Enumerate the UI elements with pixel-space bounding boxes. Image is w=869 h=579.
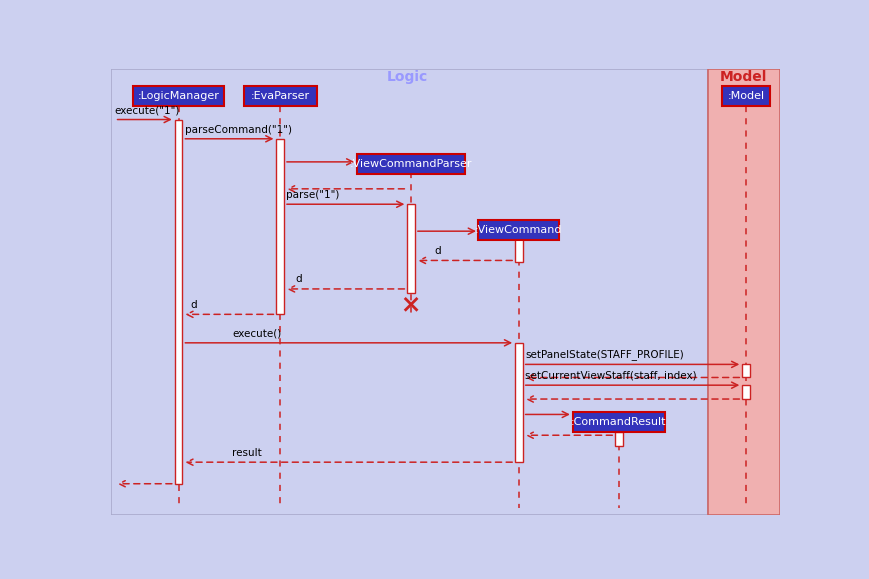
- Bar: [707, 69, 780, 515]
- Text: :CommandResult: :CommandResult: [571, 417, 667, 427]
- Text: d: d: [190, 300, 196, 310]
- Text: :LogicManager: :LogicManager: [137, 91, 220, 101]
- Bar: [742, 385, 750, 399]
- Bar: [515, 343, 523, 462]
- Bar: [276, 139, 284, 314]
- Bar: [515, 233, 523, 262]
- Text: execute(): execute(): [233, 328, 282, 338]
- Text: :ViewCommandParser: :ViewCommandParser: [350, 159, 473, 169]
- Bar: [357, 154, 465, 174]
- Text: setCurrentViewStaff(staff, index): setCurrentViewStaff(staff, index): [525, 371, 697, 380]
- Text: setPanelState(STAFF_PROFILE): setPanelState(STAFF_PROFILE): [525, 349, 684, 360]
- Text: d: d: [295, 274, 302, 284]
- Bar: [479, 221, 560, 240]
- Text: :EvaParser: :EvaParser: [250, 91, 309, 101]
- Text: execute("1"): execute("1"): [115, 106, 180, 116]
- Text: Logic: Logic: [387, 70, 428, 84]
- Bar: [243, 86, 317, 107]
- Text: Model: Model: [720, 70, 767, 84]
- Text: :ViewCommand: :ViewCommand: [475, 225, 562, 236]
- Bar: [615, 432, 623, 446]
- Text: :Model: :Model: [727, 91, 765, 101]
- Text: parseCommand("1"): parseCommand("1"): [185, 125, 292, 135]
- Text: parse("1"): parse("1"): [287, 190, 340, 200]
- Bar: [722, 86, 770, 107]
- Bar: [573, 412, 665, 432]
- Bar: [175, 119, 182, 483]
- Bar: [408, 204, 415, 293]
- Bar: [111, 69, 707, 515]
- Bar: [133, 86, 224, 107]
- Text: d: d: [434, 246, 441, 256]
- Bar: [742, 364, 750, 378]
- Text: result: result: [233, 448, 262, 457]
